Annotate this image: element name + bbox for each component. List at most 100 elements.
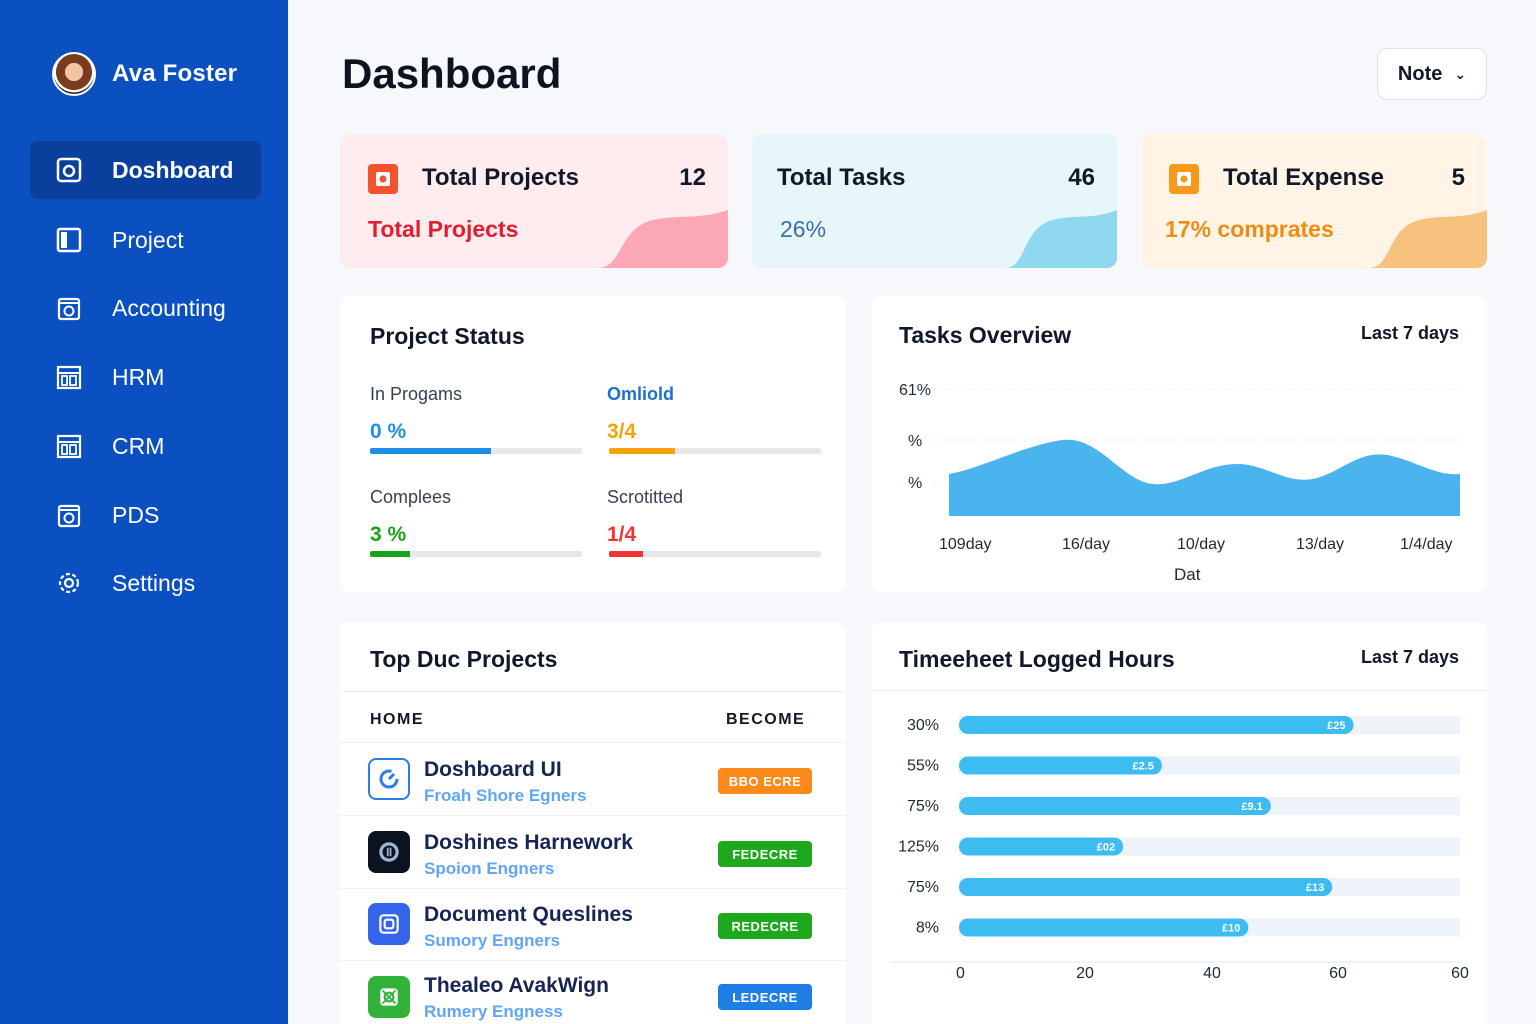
x-tick-label: 13/day bbox=[1296, 536, 1344, 553]
status-progress-fill bbox=[609, 448, 675, 454]
tasks-overview-panel bbox=[872, 296, 1487, 592]
bar[interactable] bbox=[959, 837, 1124, 856]
table-header: HOME BECOME bbox=[340, 691, 846, 743]
sidebar-item-label: HRM bbox=[112, 363, 165, 390]
status-progress-bar bbox=[370, 551, 582, 557]
status-value: 3/4 bbox=[607, 420, 637, 443]
stat-card-total-projects[interactable]: Total Projects 12 Total Projects bbox=[340, 134, 728, 268]
status-progress-fill bbox=[370, 551, 411, 557]
stat-title: Total Expense bbox=[1223, 164, 1384, 191]
settings-icon bbox=[54, 568, 84, 598]
area-series bbox=[949, 439, 1460, 516]
x-tick-label: 16/day bbox=[1062, 536, 1110, 553]
status-value: 0 % bbox=[370, 420, 407, 443]
sidebar-item-settings[interactable]: Settings bbox=[30, 554, 261, 612]
x-tick-label: 40 bbox=[1203, 965, 1221, 982]
sidebar-item-label: CRM bbox=[112, 432, 165, 459]
top-projects-panel bbox=[340, 622, 846, 1024]
sidebar-item-label: Accounting bbox=[112, 294, 226, 321]
stat-card-total-tasks[interactable]: Total Tasks 46 26% bbox=[752, 134, 1117, 268]
project-status-panel bbox=[340, 296, 846, 592]
sidebar-item-label: PDS bbox=[112, 501, 160, 528]
stat-value: 5 bbox=[1451, 164, 1465, 191]
status-label: Scrotitted bbox=[607, 487, 684, 507]
sidebar-item-dashboard[interactable]: Doshboard bbox=[30, 141, 261, 199]
x-axis-label: Dat bbox=[1174, 565, 1201, 584]
bar[interactable] bbox=[959, 918, 1249, 937]
sidebar-item-label: Doshboard bbox=[112, 156, 234, 183]
project-icon bbox=[54, 225, 84, 255]
y-category-label: 75% bbox=[907, 798, 939, 815]
x-tick-label: 109day bbox=[939, 536, 992, 553]
sidebar: Ava Foster Doshboard Project Accounting … bbox=[0, 0, 288, 1024]
x-tick-label: 1/4/day bbox=[1400, 536, 1452, 553]
stat-wave-decoration bbox=[1005, 210, 1117, 268]
status-badge: BBO ECRE bbox=[718, 768, 812, 794]
project-owner: Sumory Engners bbox=[424, 931, 561, 950]
status-progress-bar bbox=[609, 551, 821, 557]
page-title: Dashboard bbox=[342, 50, 562, 97]
y-tick-label: % bbox=[908, 475, 922, 492]
status-progress-fill bbox=[370, 448, 491, 454]
x-tick-label: 10/day bbox=[1177, 536, 1225, 553]
top-projects-title: Top Duc Projects bbox=[370, 646, 558, 672]
user-profile[interactable]: Ava Foster bbox=[52, 52, 237, 96]
project-name: Doshines Harnework bbox=[424, 831, 633, 854]
bar[interactable] bbox=[959, 756, 1162, 775]
sidebar-item-hrm[interactable]: HRM bbox=[30, 348, 261, 406]
tasks-overview-chart: 61% % % 109day 16/day 10/day 13/day 1/4/… bbox=[899, 382, 1464, 584]
y-category-label: 30% bbox=[907, 717, 939, 734]
sidebar-item-crm[interactable]: CRM bbox=[30, 417, 261, 475]
stat-card-total-expense[interactable]: Total Expense 5 17% comprates bbox=[1141, 134, 1487, 268]
user-name: Ava Foster bbox=[112, 60, 238, 87]
thealeo-project-icon bbox=[368, 976, 410, 1018]
stat-value: 46 bbox=[1068, 164, 1095, 191]
avatar bbox=[52, 52, 96, 96]
stat-value: 12 bbox=[679, 164, 706, 191]
status-label: Complees bbox=[370, 487, 452, 507]
status-progress-bar bbox=[609, 448, 821, 454]
sidebar-item-project[interactable]: Project bbox=[30, 211, 261, 269]
bar-data-label: £25 bbox=[1327, 720, 1345, 732]
timesheet-panel bbox=[872, 622, 1487, 1024]
column-header-left[interactable]: HOME bbox=[370, 711, 424, 728]
table-row[interactable]: Doshines Harnework Spoion Engners FEDECR… bbox=[340, 817, 846, 889]
tasks-overview-range[interactable]: Last 7 days bbox=[1361, 323, 1460, 343]
stat-wave-decoration bbox=[1369, 210, 1487, 268]
bar[interactable] bbox=[959, 878, 1333, 896]
table-row[interactable]: Thealeo AvakWign Rumery Engness LEDECRE bbox=[340, 962, 846, 1024]
status-value: 3 % bbox=[370, 523, 407, 546]
x-tick-label: 20 bbox=[1076, 965, 1094, 982]
tasks-overview-title: Tasks Overview bbox=[899, 322, 1072, 348]
note-dropdown-button[interactable]: Note ⌄ bbox=[1377, 48, 1487, 100]
crm-icon bbox=[54, 431, 84, 461]
stat-subtitle: 17% comprates bbox=[1165, 216, 1334, 242]
table-row[interactable]: Document Queslines Sumory Engners REDECR… bbox=[340, 889, 846, 961]
project-status-title: Project Status bbox=[370, 323, 525, 349]
table-row[interactable]: Doshboard UI Froah Shore Egners BBO ECRE bbox=[340, 744, 846, 816]
document-project-icon bbox=[368, 903, 410, 945]
y-category-label: 8% bbox=[916, 920, 939, 937]
bar-data-label: £02 bbox=[1097, 842, 1115, 854]
bar[interactable] bbox=[959, 716, 1354, 734]
status-badge: LEDECRE bbox=[718, 984, 812, 1010]
status-label: Omliold bbox=[607, 384, 674, 404]
column-header-right[interactable]: BECOME bbox=[726, 711, 806, 728]
x-tick-label: 60 bbox=[1329, 965, 1347, 982]
y-category-label: 55% bbox=[907, 758, 939, 775]
y-tick-label: 61% bbox=[899, 382, 931, 399]
y-category-label: 75% bbox=[907, 879, 939, 896]
timesheet-range[interactable]: Last 7 days bbox=[1361, 647, 1460, 667]
project-owner: Rumery Engness bbox=[424, 1002, 563, 1021]
bar-data-label: £2.5 bbox=[1132, 761, 1153, 773]
stat-title: Total Projects bbox=[422, 164, 579, 191]
y-tick-label: % bbox=[908, 433, 922, 450]
status-progress-bar bbox=[370, 448, 582, 454]
sidebar-item-accounting[interactable]: Accounting bbox=[30, 279, 261, 337]
project-owner: Froah Shore Egners bbox=[424, 786, 587, 805]
stat-subtitle: Total Projects bbox=[368, 216, 519, 242]
sidebar-item-pds[interactable]: PDS bbox=[30, 486, 261, 544]
bar[interactable] bbox=[959, 797, 1271, 815]
sidebar-item-label: Settings bbox=[112, 569, 196, 596]
project-name: Thealeo AvakWign bbox=[424, 974, 609, 997]
